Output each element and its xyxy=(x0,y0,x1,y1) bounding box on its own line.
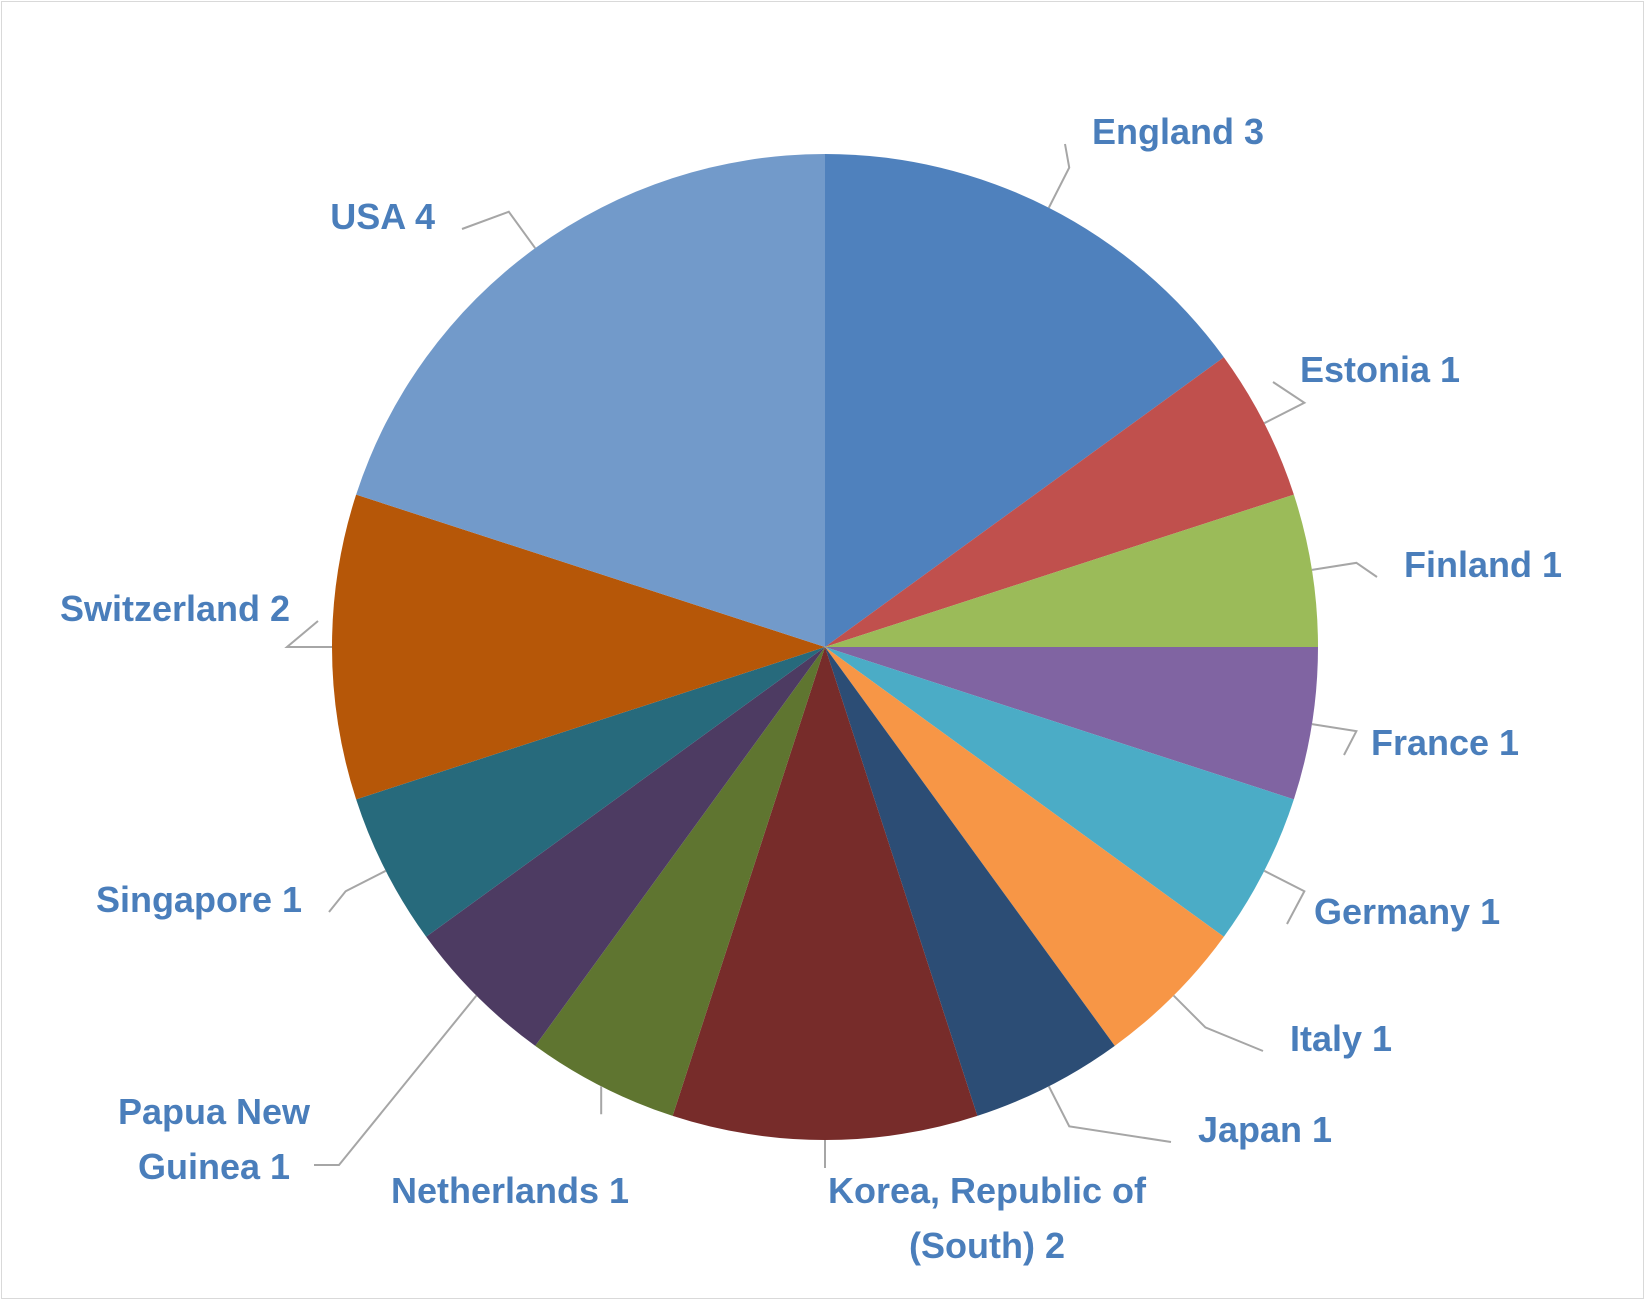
leader-line-finland xyxy=(1311,561,1378,578)
data-label-germany: Germany 1 xyxy=(1314,891,1500,932)
data-label-finland: Finland 1 xyxy=(1404,544,1562,585)
leader-lines xyxy=(284,143,1378,1168)
pie-slice-finland xyxy=(825,494,1318,647)
data-label-line: Switzerland 2 xyxy=(60,588,290,629)
data-label-line: England 3 xyxy=(1092,111,1264,152)
pie-slice-singapore xyxy=(356,647,825,937)
data-label-netherlands: Netherlands 1 xyxy=(391,1170,629,1211)
leader-line-japan xyxy=(1047,1085,1172,1143)
data-label-line: Papua New xyxy=(118,1091,311,1132)
leader-line-italy xyxy=(1172,994,1264,1052)
pie-slice-usa xyxy=(356,154,825,647)
data-label-line: Singapore 1 xyxy=(96,879,302,920)
pie-slice-italy xyxy=(825,647,1224,1046)
pie-slice-germany xyxy=(825,647,1294,937)
data-label-line: USA 4 xyxy=(330,196,435,237)
data-label-line: Japan 1 xyxy=(1198,1109,1332,1150)
data-label-papua-new-guinea: Papua New Guinea 1 xyxy=(118,1091,311,1187)
leader-line-singapore xyxy=(328,869,387,913)
leader-line-usa xyxy=(461,210,537,249)
data-label-line: Netherlands 1 xyxy=(391,1170,629,1211)
pie-slice-switzerland xyxy=(332,494,825,800)
pie-slice-france xyxy=(825,647,1318,800)
pie-slice-england xyxy=(825,154,1224,647)
data-label-france: France 1 xyxy=(1371,722,1519,763)
leader-line-france xyxy=(1311,723,1358,756)
pie-slice-korea-republic-of-south xyxy=(672,647,978,1140)
data-labels: England 3 Estonia 1 Finland 1 France 1 Germa… xyxy=(60,111,1562,1266)
data-label-estonia: Estonia 1 xyxy=(1300,349,1460,390)
leader-line-england xyxy=(1047,143,1071,209)
pie-slice-estonia xyxy=(825,357,1294,647)
data-label-england: England 3 xyxy=(1092,111,1264,152)
data-label-line: Estonia 1 xyxy=(1300,349,1460,390)
data-label-line: Guinea 1 xyxy=(138,1146,290,1187)
leader-line-switzerland xyxy=(284,620,332,648)
data-label-italy: Italy 1 xyxy=(1290,1018,1392,1059)
data-label-korea-republic-of-south: Korea, Republic of (South) 2 xyxy=(828,1170,1147,1266)
leader-line-germany xyxy=(1263,869,1306,925)
pie-slices xyxy=(332,154,1318,1140)
data-label-japan: Japan 1 xyxy=(1198,1109,1332,1150)
leader-line-estonia xyxy=(1263,381,1307,425)
data-label-line: Italy 1 xyxy=(1290,1018,1392,1059)
data-label-usa: USA 4 xyxy=(330,196,435,237)
data-label-line: Korea, Republic of xyxy=(828,1170,1147,1211)
data-label-switzerland: Switzerland 2 xyxy=(60,588,290,629)
data-label-line: Germany 1 xyxy=(1314,891,1500,932)
data-label-singapore: Singapore 1 xyxy=(96,879,302,920)
pie-slice-papua-new-guinea xyxy=(426,647,825,1046)
data-label-line: France 1 xyxy=(1371,722,1519,763)
pie-slice-netherlands xyxy=(535,647,825,1116)
data-label-line: (South) 2 xyxy=(909,1225,1065,1266)
leader-line-papua-new-guinea xyxy=(314,994,478,1166)
data-label-line: Finland 1 xyxy=(1404,544,1562,585)
pie-slice-japan xyxy=(825,647,1115,1116)
